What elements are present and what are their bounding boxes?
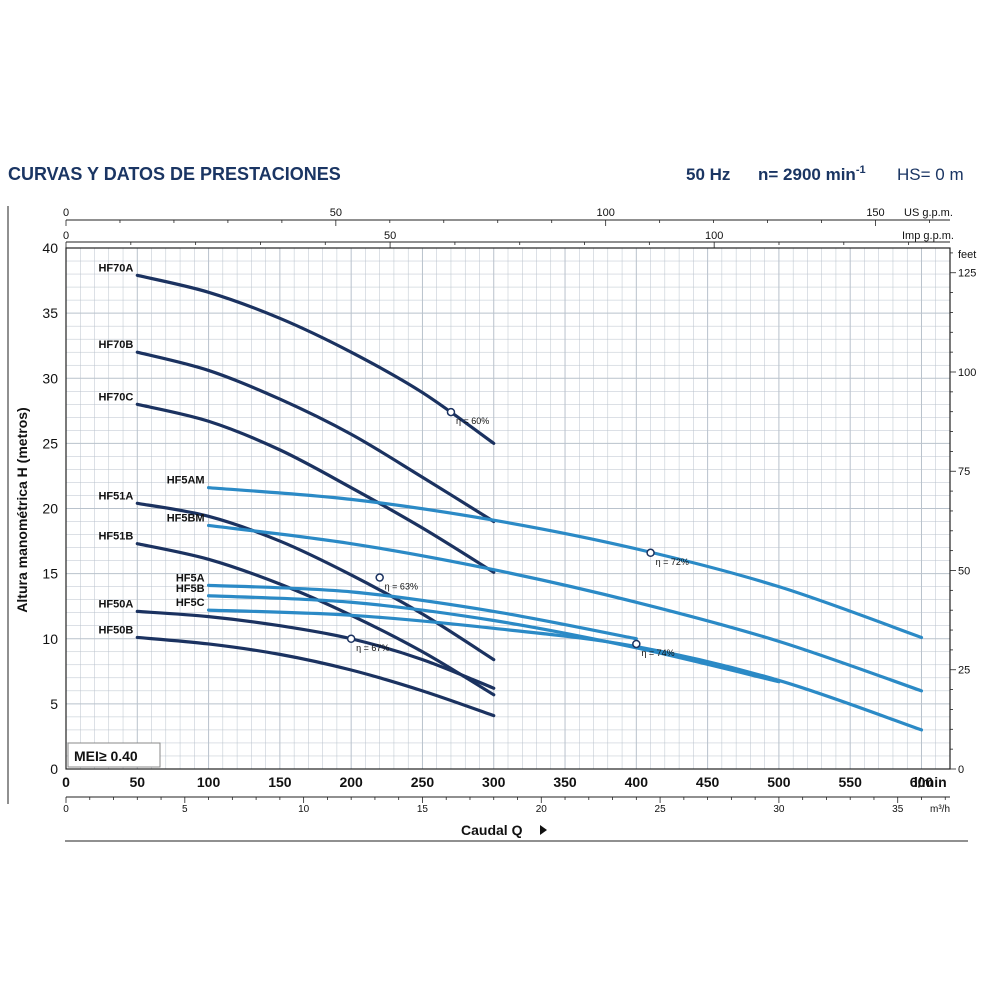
feet-tick-label: 75 xyxy=(958,466,970,478)
us-gpm-tick-label: 100 xyxy=(596,207,614,219)
efficiency-point xyxy=(346,634,356,643)
y-tick-label: 10 xyxy=(42,631,58,647)
series-labels: HF70A HF70B HF70C HF51A HF51B HF50A HF50B HF5AM… xyxy=(98,262,204,636)
m3h-tick-label: 30 xyxy=(773,804,785,815)
series-label-hf51a: HF51A xyxy=(98,490,133,502)
series-label-hf50a: HF50A xyxy=(98,598,133,610)
feet-tick-label: 50 xyxy=(958,565,970,577)
plot-frame xyxy=(65,247,951,770)
mei-label: MEI≥ 0.40 xyxy=(74,748,138,764)
x-tick-label: 300 xyxy=(482,774,506,790)
y-axis-title: Altura manométrica H (metros) xyxy=(14,407,30,612)
x-tick-label: 600 xyxy=(910,774,934,790)
efficiency-label: η = 63% xyxy=(385,582,418,592)
x-tick-label: 100 xyxy=(197,774,221,790)
us-gpm-tick-label: 0 xyxy=(63,207,69,219)
grid xyxy=(65,247,951,770)
x-tick-label: 0 xyxy=(62,774,70,790)
feet-tick-label: 125 xyxy=(958,268,976,280)
y-tick-label: 40 xyxy=(42,240,58,256)
x-tick-label: 200 xyxy=(339,774,363,790)
imp-gpm-tick-label: 0 xyxy=(63,230,69,242)
curve-hf70a xyxy=(135,273,496,445)
feet-tick-label: 100 xyxy=(958,367,976,379)
x-tick-label: 500 xyxy=(767,774,791,790)
y-tick-label: 35 xyxy=(42,305,58,321)
y-tick-label: 20 xyxy=(42,501,58,517)
imp-gpm-tick-label: 100 xyxy=(705,230,723,242)
efficiency-label: η = 60% xyxy=(456,416,489,426)
series-label-hf70c: HF70C xyxy=(98,391,133,403)
y-tick-label: 25 xyxy=(42,435,58,451)
m3h-tick-label: 0 xyxy=(63,804,69,815)
m3h-tick-label: 15 xyxy=(417,804,429,815)
x-unit-label: l/min xyxy=(914,774,947,790)
efficiency-label: η = 74% xyxy=(641,648,674,658)
efficiency-point xyxy=(375,573,384,582)
y-tick-label: 30 xyxy=(42,370,58,386)
x-tick-label: 550 xyxy=(839,774,863,790)
curve-hf51b xyxy=(135,542,496,697)
chart-title: CURVAS Y DATOS DE PRESTACIONES xyxy=(8,164,341,184)
x-tick-label: 400 xyxy=(625,774,649,790)
x-tick-label: 150 xyxy=(268,774,292,790)
curve-hf50b xyxy=(135,635,496,718)
axes: 0 50 100 150 200 250 300 350 400 450 500 550 600l/mi… xyxy=(42,207,976,815)
y-tick-label: 0 xyxy=(50,761,58,777)
mei-box xyxy=(67,742,161,768)
imp-gpm-unit-label: Imp g.p.m. xyxy=(902,230,954,242)
us-gpm-tick-label: 50 xyxy=(330,207,342,219)
m3h-unit-label: m³/h xyxy=(930,804,950,815)
imp-gpm-tick-label: 50 xyxy=(384,230,396,242)
efficiency-point xyxy=(646,548,655,558)
series-label-hf5c: HF5C xyxy=(176,597,205,609)
caudal-arrow-icon xyxy=(540,825,547,835)
curve-hf5a xyxy=(206,583,638,641)
speed-text: n= 2900 min xyxy=(758,165,856,184)
efficiency-point xyxy=(632,639,641,649)
m3h-tick-label: 10 xyxy=(298,804,310,815)
x-tick-label: 50 xyxy=(130,774,146,790)
speed-exponent: -1 xyxy=(856,164,866,176)
curve-hf70b xyxy=(135,350,496,524)
efficiency-label: η = 67% xyxy=(356,643,389,653)
series-label-hf70a: HF70A xyxy=(98,262,133,274)
curve-hf5b xyxy=(206,594,781,684)
feet-tick-label: 0 xyxy=(958,764,964,776)
x-tick-label: 350 xyxy=(553,774,577,790)
m3h-tick-label: 35 xyxy=(892,804,904,815)
speed-label: n= 2900 min-1 xyxy=(758,164,866,184)
series-label-hf5a: HF5A xyxy=(176,572,205,584)
series-label-hf5bm: HF5BM xyxy=(167,512,205,524)
curve-hf5bm xyxy=(206,523,924,693)
m3h-tick-label: 20 xyxy=(536,804,548,815)
x-tick-label: 250 xyxy=(411,774,435,790)
curve-hf5am xyxy=(206,486,924,640)
feet-tick-label: 25 xyxy=(958,665,970,677)
series-label-hf50b: HF50B xyxy=(98,624,133,636)
curve-hf70c xyxy=(135,402,496,574)
curve-hf50a xyxy=(135,609,496,690)
series-label-hf51b: HF51B xyxy=(98,531,133,543)
m3h-tick-label: 5 xyxy=(182,804,188,815)
y-tick-label: 15 xyxy=(42,566,58,582)
x-tick-label: 450 xyxy=(696,774,720,790)
series-label-hf70b: HF70B xyxy=(98,339,133,351)
us-gpm-tick-label: 150 xyxy=(866,207,884,219)
hs-label: HS= 0 m xyxy=(897,165,964,184)
us-gpm-unit-label: US g.p.m. xyxy=(904,207,953,219)
efficiency-label: η = 72% xyxy=(656,557,689,567)
curve-hf5c xyxy=(206,608,924,732)
series-label-hf5b: HF5B xyxy=(176,583,205,595)
efficiency-point xyxy=(446,407,456,417)
series-group xyxy=(135,273,924,732)
efficiency-annotations: η = 60% η = 63% η = 67% η = 72% η = 74% xyxy=(346,407,689,658)
y-tick-label: 5 xyxy=(50,696,58,712)
x-axis-title: Caudal Q xyxy=(461,822,523,838)
feet-unit-label: feet xyxy=(958,249,976,261)
frequency-label: 50 Hz xyxy=(686,165,730,184)
series-label-hf5am: HF5AM xyxy=(167,475,205,487)
m3h-tick-label: 25 xyxy=(655,804,667,815)
